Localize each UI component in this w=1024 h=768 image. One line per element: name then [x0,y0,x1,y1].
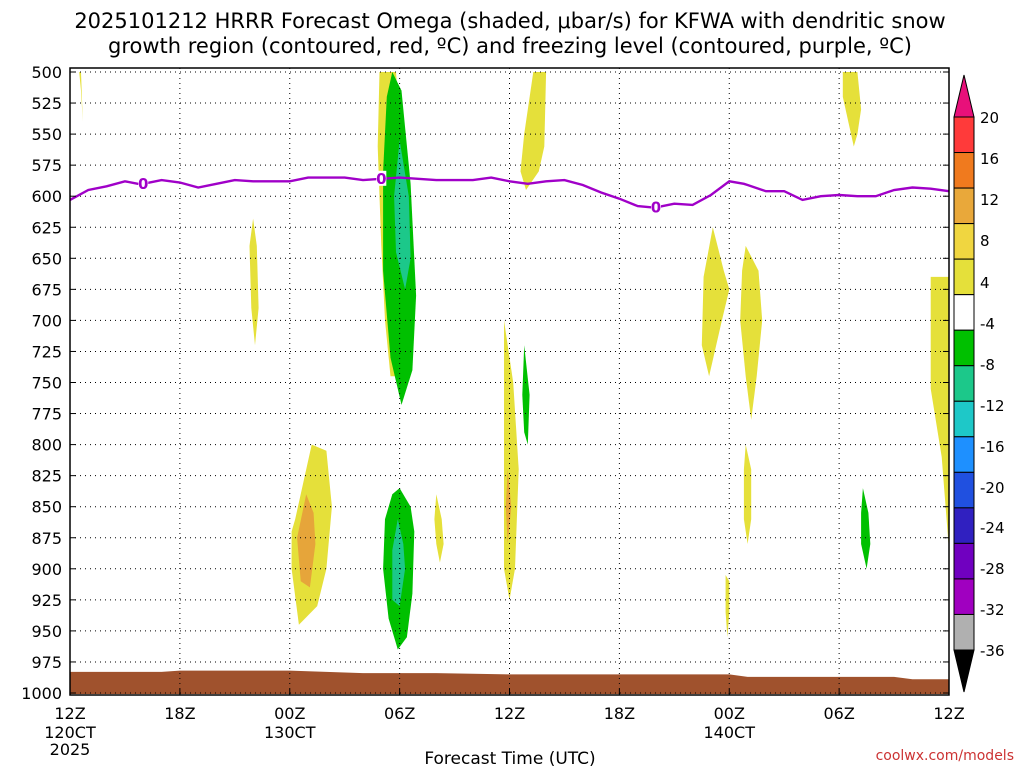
y-tick-label: 500 [31,63,62,82]
colorbar-label: -16 [980,438,1005,456]
colorbar-label: -32 [980,601,1005,619]
omega-region-11 [504,320,519,600]
omega-region-9 [743,444,752,544]
x-tick-label: 18Z [164,704,195,723]
y-tick-label: 600 [31,187,62,206]
colorbar-label: -28 [980,560,1005,578]
colorbar-bottom-arrow [953,649,975,693]
freezing-level-label: 0 [651,198,661,216]
x-tick-date: 120CT [44,723,96,742]
freezing-level-line [69,176,950,209]
y-tick-label: 1000 [21,684,62,703]
colorbar-label: -24 [980,519,1005,537]
x-tick-label: 06Z [823,704,854,723]
colorbar-label: 20 [980,109,999,127]
omega-region-10 [930,276,949,551]
y-tick-label: 525 [31,94,62,113]
omega-region-6 [249,218,259,346]
colorbar-segment-4 [953,258,975,296]
y-tick-label: 850 [31,498,62,517]
y-tick-label: 900 [31,560,62,579]
colorbar-segment-13 [953,578,975,615]
colorbar-label: -12 [980,397,1005,415]
x-tick-label: 00Z [274,704,305,723]
x-tick-year: 2025 [50,740,91,759]
x-tick-label: 00Z [714,704,745,723]
colorbar-segment-3 [953,223,975,260]
y-tick-label: 875 [31,529,62,548]
freezing-label-bg-1 [376,170,387,186]
y-tick-label: 550 [31,125,62,144]
y-tick-label: 975 [31,653,62,672]
colorbar-label: 16 [980,150,999,168]
omega-region-4 [520,72,547,190]
y-tick-label: 625 [31,218,62,237]
colorbar-label: 8 [980,232,990,250]
omega-region-18 [392,519,406,607]
y-tick-label: 800 [31,436,62,455]
title-line-1: 2025101212 HRRR Forecast Omega (shaded, … [74,9,945,33]
omega-region-7 [701,227,730,377]
omega-region-19 [725,575,730,638]
y-tick-label: 775 [31,405,62,424]
colorbar-label: -20 [980,479,1005,497]
omega-region-3 [79,72,83,122]
colorbar-segment-5 [953,294,975,331]
x-tick-date: 140CT [704,723,756,742]
colorbar-segment-0 [953,116,975,154]
colorbar-segment-7 [953,365,975,402]
colorbar-segment-8 [953,400,975,438]
colorbar-label: -4 [980,315,995,333]
colorbar-label: 4 [980,274,990,292]
colorbar-segment-10 [953,471,975,509]
y-tick-label: 725 [31,342,62,361]
y-tick-label: 675 [31,280,62,299]
colorbar-label: -36 [980,642,1005,660]
freezing-label-bg-2 [651,199,661,215]
freezing-level-contour: 0 0 0 [69,170,950,216]
omega-shading [79,72,949,650]
freezing-label-bg-0 [138,175,149,191]
omega-region-8 [740,245,763,420]
omega-region-12 [505,469,512,544]
y-tick-label: 700 [31,311,62,330]
x-tick-date: 130CT [264,723,316,742]
omega-region-13 [522,345,530,445]
colorbar-segment-6 [953,329,975,367]
y-tick-label: 825 [31,467,62,486]
y-tick-label: 575 [31,156,62,175]
omega-region-5 [842,72,862,147]
colorbar-top-arrow [953,74,975,118]
colorbar-segment-12 [953,542,975,580]
omega-region-20 [861,488,871,569]
colorbar-segment-2 [953,187,975,225]
x-tick-label: 06Z [384,704,415,723]
colorbar-segment-14 [953,613,975,651]
x-tick-label: 12Z [494,704,525,723]
omega-region-15 [297,494,316,588]
y-tick-label: 925 [31,591,62,610]
x-tick-label: 12Z [933,704,964,723]
x-axis-label: Forecast Time (UTC) [424,749,595,768]
colorbar-label: 12 [980,191,999,209]
y-tick-label: 750 [31,374,62,393]
freezing-level-label: 0 [376,170,386,188]
colorbar-segment-11 [953,507,975,544]
x-tick-label: 18Z [604,704,635,723]
y-axis: 500 525 550 575 600 625 650 675 700 725 750 775 800 8… [21,63,949,703]
x-tick-label: 12Z [54,704,85,723]
freezing-level-label: 0 [138,175,148,193]
colorbar-segment-9 [953,436,975,473]
watermark: coolwx.com/models [876,748,1014,764]
colorbar: 20 16 12 8 4 -4 -8 -12 -16 -20 -24 -28 -32 -36 [953,74,1005,693]
omega-region-16 [434,494,444,563]
y-tick-label: 950 [31,622,62,641]
colorbar-segment-1 [953,152,975,189]
colorbar-label: -8 [980,356,995,374]
title-line-2: growth region (contoured, red, ºC) and f… [108,34,912,58]
y-tick-label: 650 [31,249,62,268]
